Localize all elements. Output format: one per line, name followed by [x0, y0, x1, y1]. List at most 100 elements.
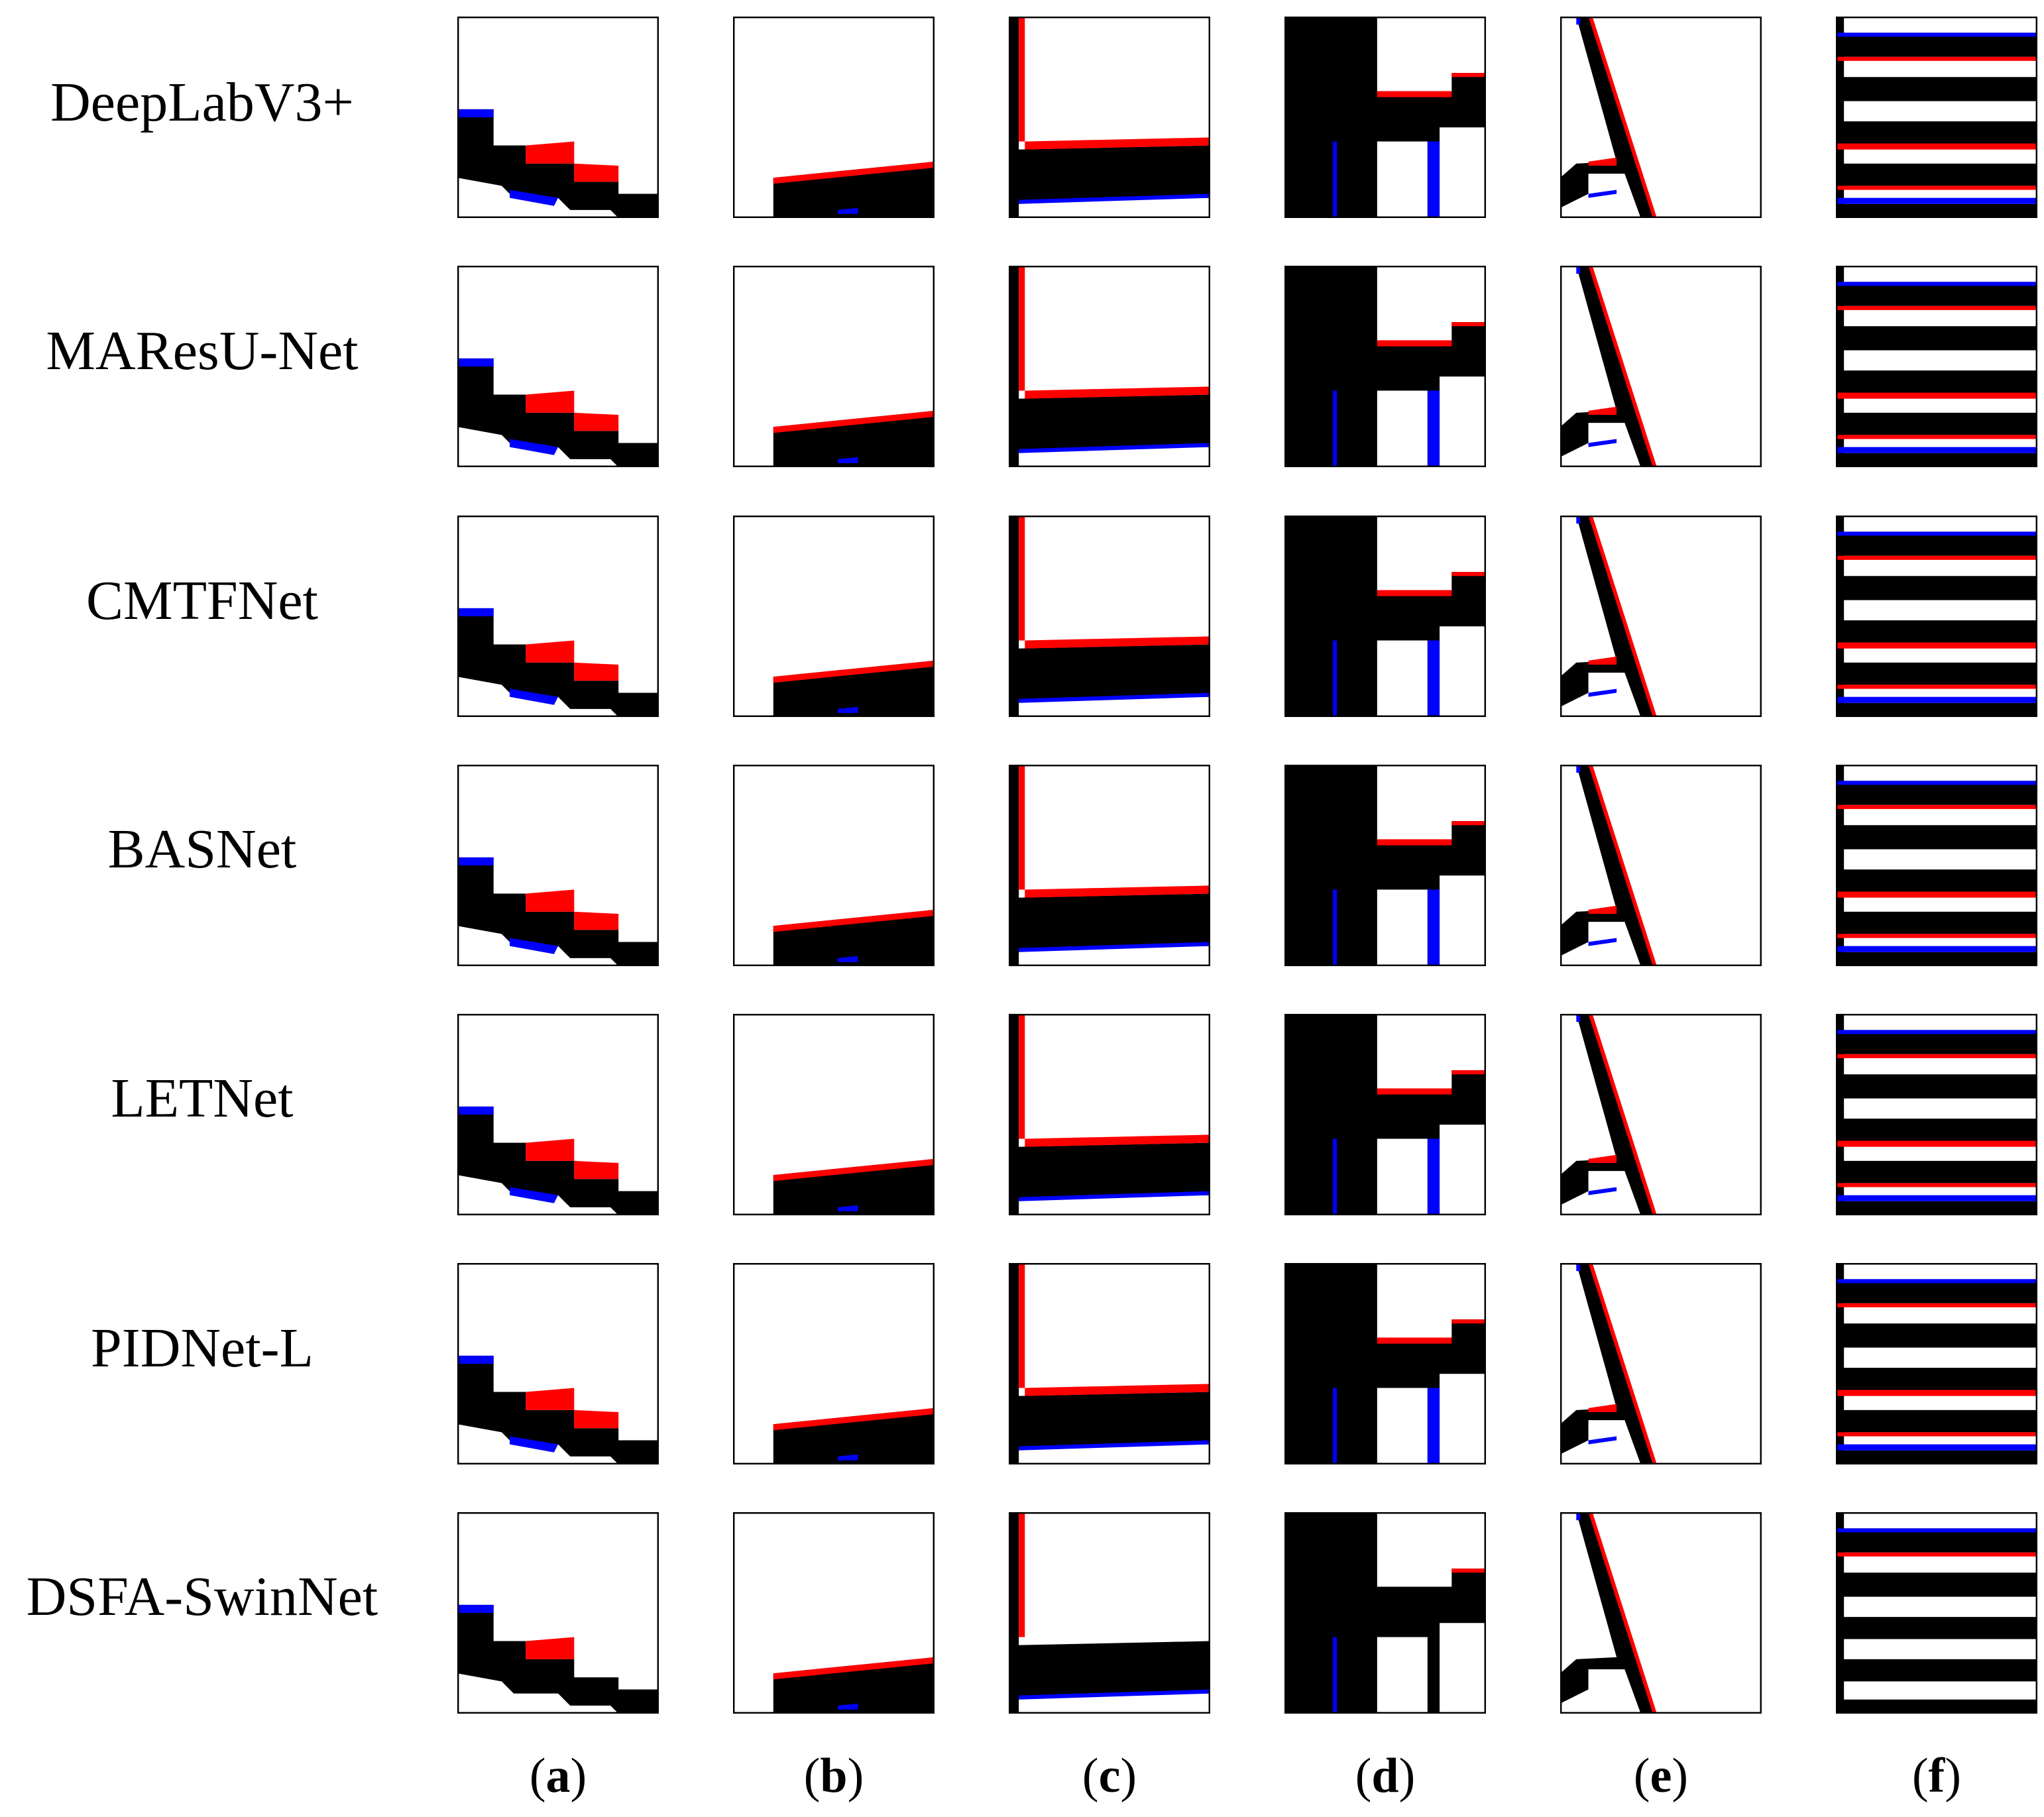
segmentation-mask: [1836, 453, 2037, 467]
column-label-e: (e): [1633, 1749, 1689, 1803]
panel-row1-col-f: [1836, 17, 2037, 218]
false-positive-region: [1019, 1263, 1025, 1388]
segmentation-mask: [1836, 32, 2037, 57]
false-positive-region: [574, 1160, 619, 1180]
false-positive-region: [1451, 322, 1486, 327]
false-negative-region: [1332, 390, 1337, 467]
false-positive-region: [1377, 1337, 1452, 1344]
column-label-a: (a): [529, 1749, 587, 1803]
segmentation-mask: [1836, 1030, 2037, 1054]
panel-row7-col-b: [733, 1512, 935, 1714]
panel-frame: [733, 266, 935, 467]
panel-frame: [1560, 1512, 1762, 1714]
false-negative-region: [1836, 946, 2037, 952]
panel-row6-col-d: [1284, 1263, 1486, 1464]
row-label-dsfa-swinnet: DSFA-SwinNet: [26, 1566, 378, 1627]
false-negative-region: [1332, 1138, 1337, 1215]
false-negative-region: [1588, 1436, 1617, 1445]
panel-row5-col-e: [1560, 1014, 1762, 1215]
panel-frame: [1284, 516, 1486, 717]
panel-row1-col-b: [733, 17, 935, 218]
false-positive-region: [526, 390, 575, 413]
false-positive-region: [1019, 1512, 1025, 1637]
panel-frame: [733, 17, 935, 218]
segmentation-mask: [1836, 1263, 1845, 1464]
panel-frame: [1560, 516, 1762, 717]
panel-row3-col-e: [1560, 516, 1762, 717]
false-positive-region: [1588, 1014, 1657, 1215]
panel-frame: [1560, 1263, 1762, 1464]
segmentation-mask: [1836, 17, 1845, 218]
false-negative-region: [1019, 1191, 1210, 1201]
false-positive-region: [1377, 590, 1452, 596]
false-positive-region: [1836, 392, 2037, 399]
false-positive-region: [1588, 1404, 1617, 1412]
segmentation-mask: [1836, 326, 2037, 351]
segmentation-mask: [1836, 1409, 2037, 1433]
segmentation-mask: [1836, 1119, 2037, 1141]
panel-row2-col-f: [1836, 266, 2037, 467]
false-positive-region: [1019, 17, 1025, 142]
false-positive-region: [1451, 821, 1486, 826]
row-label-basnet: BASNet: [107, 818, 297, 880]
segmentation-mask: [1836, 163, 2037, 186]
segmentation-mask: [1009, 516, 1210, 717]
panel-frame: [457, 1512, 659, 1714]
segmentation-mask: [1836, 1699, 2037, 1714]
false-positive-region: [1588, 1263, 1657, 1464]
panel-frame: [457, 765, 659, 966]
panel-row2-col-d: [1284, 266, 1486, 467]
panel-row4-col-c: [1009, 765, 1210, 966]
segmentation-mask: [457, 857, 659, 966]
panel-frame: [457, 1014, 659, 1215]
segmentation-mask: [1836, 1572, 2037, 1597]
false-negative-region: [457, 358, 494, 366]
panel-frame: [1836, 1512, 2037, 1714]
segmentation-mask: [1836, 412, 2037, 435]
segmentation-mask: [1009, 1014, 1210, 1215]
false-negative-region: [1588, 1187, 1617, 1195]
false-positive-region: [1025, 1384, 1210, 1396]
panel-row5-col-b: [733, 1014, 935, 1215]
panel-row3-col-a: [457, 516, 659, 717]
false-negative-region: [1836, 781, 2037, 785]
false-positive-region: [526, 141, 575, 164]
false-negative-region: [1576, 1014, 1581, 1022]
false-positive-region: [1019, 1014, 1025, 1139]
segmentation-mask: [1836, 765, 1845, 966]
false-positive-region: [1836, 934, 2037, 938]
false-negative-region: [1019, 692, 1210, 703]
false-negative-region: [1427, 1138, 1440, 1215]
panel-frame: [1284, 1263, 1486, 1464]
panel-frame: [1009, 1014, 1210, 1215]
row-label-letnet: LETNet: [111, 1068, 294, 1129]
false-negative-region: [1332, 1637, 1337, 1714]
panel-frame: [733, 1263, 935, 1464]
false-positive-region: [1588, 765, 1657, 966]
column-label-f: (f): [1912, 1749, 1961, 1803]
false-positive-region: [773, 1657, 935, 1680]
segmentation-mask: [1836, 203, 2037, 218]
panel-frame: [733, 1014, 935, 1215]
segmentation-mask: [1284, 1014, 1333, 1215]
panel-frame: [1009, 266, 1210, 467]
panel-frame: [1836, 516, 2037, 717]
segmentation-mask: [1836, 869, 2037, 892]
segmentation-mask: [1836, 282, 2037, 306]
panel-frame: [457, 266, 659, 467]
segmentation-mask: [1836, 1279, 2037, 1303]
panel-frame: [1836, 266, 2037, 467]
segmentation-mask: [1284, 516, 1333, 717]
segmentation-mask: [1836, 1074, 2037, 1099]
false-negative-region: [1332, 889, 1337, 966]
panel-row3-col-c: [1009, 516, 1210, 717]
false-positive-region: [1836, 1183, 2037, 1187]
false-positive-region: [1836, 305, 2037, 310]
false-positive-region: [1588, 516, 1657, 717]
false-negative-region: [510, 190, 558, 206]
false-negative-region: [1332, 640, 1337, 717]
false-positive-region: [773, 1158, 935, 1182]
panel-frame: [733, 765, 935, 966]
false-negative-region: [838, 1454, 858, 1460]
false-negative-region: [1427, 1388, 1440, 1464]
